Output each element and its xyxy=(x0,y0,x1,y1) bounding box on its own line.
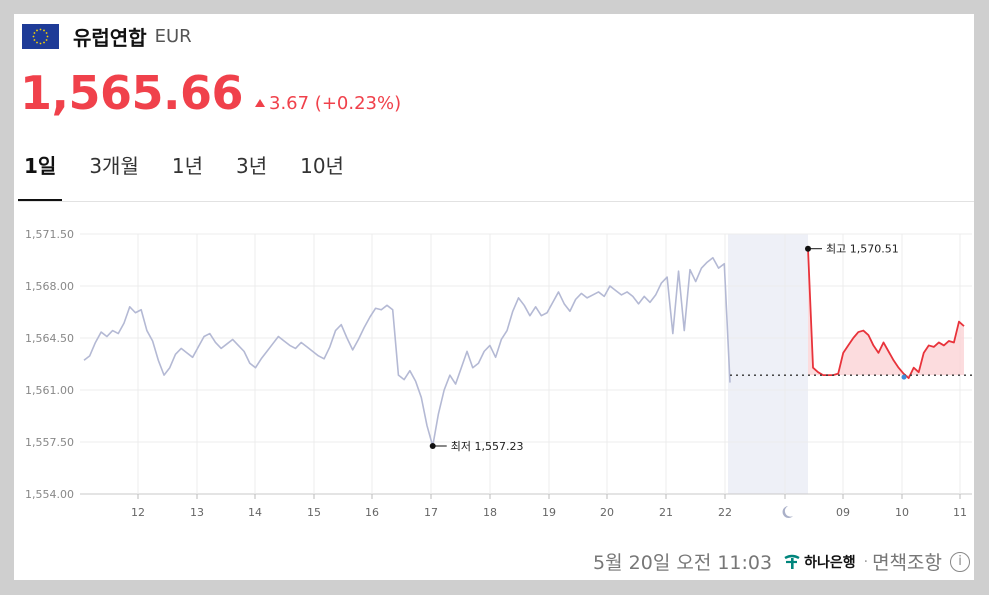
today-area xyxy=(808,248,964,379)
tab-1-day[interactable]: 1일 xyxy=(24,154,57,178)
up-triangle-icon xyxy=(255,99,265,107)
market-closed-shade xyxy=(728,234,808,494)
price-change: 3.67 (+0.23%) xyxy=(255,93,401,114)
y-tick-label: 1,571.50 xyxy=(25,228,74,241)
rate-chart[interactable]: 1,571.50 1,568.00 1,564.50 1,561.00 1,557.50… xyxy=(14,14,974,544)
disclaimer-link[interactable]: 면책조항 xyxy=(872,552,942,574)
currency-code: EUR xyxy=(154,25,192,47)
y-tick-label: 1,561.00 xyxy=(25,384,74,397)
x-tick-label: 09 xyxy=(836,506,850,519)
info-icon[interactable]: i xyxy=(950,551,970,572)
currency-name: 유럽연합 xyxy=(73,25,147,50)
tab-3-years[interactable]: 3년 xyxy=(235,154,268,178)
high-annotation: 최고 1,570.51 xyxy=(826,243,899,256)
price-row: 1,565.66 3.67 (+0.23%) xyxy=(20,66,401,120)
eu-flag-icon xyxy=(22,23,59,49)
timestamp: 5월 20일 오전 11:03 xyxy=(593,552,773,574)
y-tick-label: 1,568.00 xyxy=(25,280,74,293)
x-tick-label: 17 xyxy=(424,506,438,519)
x-tick-label: 11 xyxy=(953,506,967,519)
footer: 5월 20일 오전 11:03 하나은행 · 면책조항 i xyxy=(593,548,970,575)
tab-1-year[interactable]: 1년 xyxy=(171,154,203,178)
bank-name: 하나은행 xyxy=(804,554,856,571)
bank-logo: 하나은행 xyxy=(782,552,856,572)
exchange-rate-card: 유럽연합 EUR 1,565.66 3.67 (+0.23%) 1일 3개월 1… xyxy=(14,14,974,580)
x-tick-label: 18 xyxy=(483,506,497,519)
period-tabs: 1일 3개월 1년 3년 10년 xyxy=(14,150,377,179)
footer-separator: · xyxy=(863,553,869,570)
x-tick-label: 16 xyxy=(365,506,379,519)
x-tick-label: 12 xyxy=(131,506,145,519)
active-tab-underline xyxy=(18,199,62,202)
x-tick-label: 13 xyxy=(190,506,204,519)
x-tick-label: 15 xyxy=(307,506,321,519)
tab-10-years[interactable]: 10년 xyxy=(300,154,344,178)
x-tick-label: 14 xyxy=(248,506,262,519)
x-tick-label: 10 xyxy=(895,506,909,519)
currency-header: 유럽연합 EUR xyxy=(22,22,192,50)
current-price: 1,565.66 xyxy=(20,66,244,120)
x-tick-label: 19 xyxy=(542,506,556,519)
y-tick-label: 1,557.50 xyxy=(25,436,74,449)
moon-icon xyxy=(782,506,793,518)
history-line xyxy=(83,256,731,447)
low-annotation: 최저 1,557.23 xyxy=(451,440,524,453)
tab-3-months[interactable]: 3개월 xyxy=(89,154,139,178)
y-tick-label: 1,564.50 xyxy=(25,332,74,345)
x-tick-label: 21 xyxy=(659,506,673,519)
x-tick-label: 22 xyxy=(718,506,732,519)
x-tick-label: 20 xyxy=(600,506,614,519)
current-low-marker xyxy=(901,374,907,380)
price-change-value: 3.67 (+0.23%) xyxy=(269,93,402,114)
hana-bank-icon xyxy=(784,554,800,569)
y-tick-label: 1,554.00 xyxy=(25,488,74,501)
tabs-divider xyxy=(18,201,974,202)
